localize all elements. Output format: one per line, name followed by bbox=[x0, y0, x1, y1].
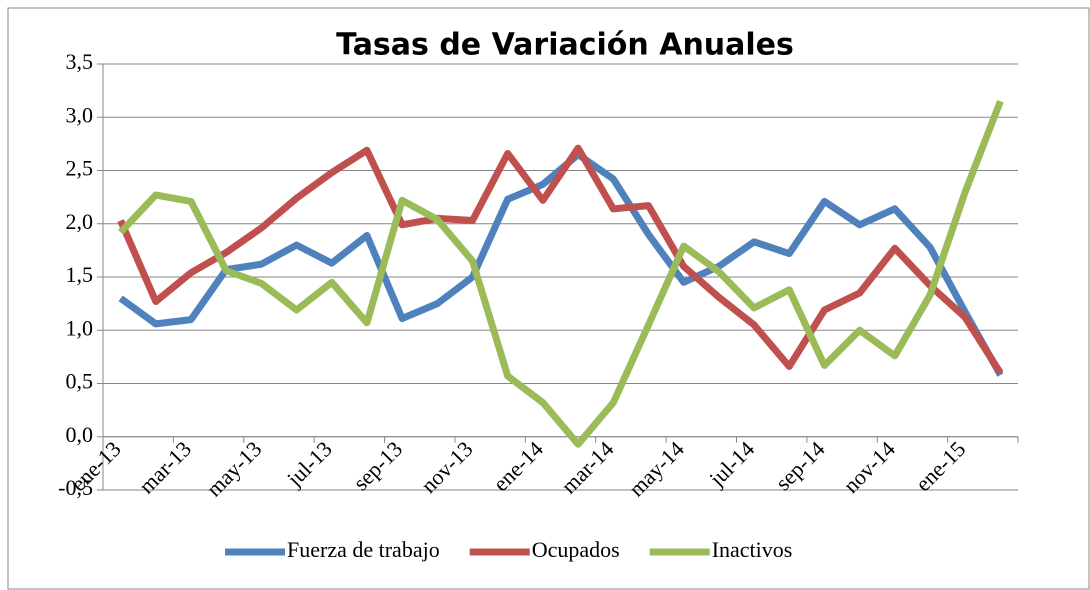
y-tick-label: 2,0 bbox=[66, 209, 94, 234]
x-tick-label: may-13 bbox=[201, 436, 266, 501]
line-series bbox=[117, 144, 1004, 375]
y-tick-label: 1,0 bbox=[66, 315, 94, 340]
y-tick-label: -0,5 bbox=[58, 475, 93, 500]
x-tick-label: nov-13 bbox=[416, 436, 478, 498]
legend-label: Fuerza de trabajo bbox=[287, 537, 440, 562]
y-tick-label: 3,5 bbox=[66, 49, 94, 74]
line-series bbox=[118, 100, 1004, 448]
legend-label: Inactivos bbox=[712, 537, 793, 562]
y-tick-label: 1,5 bbox=[66, 262, 94, 287]
y-tick-label: 0,0 bbox=[66, 422, 94, 447]
x-tick-label: nov-14 bbox=[838, 436, 900, 498]
legend-label: Ocupados bbox=[532, 537, 620, 562]
line-series bbox=[118, 151, 1004, 377]
x-tick-label: mar-14 bbox=[556, 436, 618, 498]
x-tick-label: may-14 bbox=[624, 436, 689, 501]
y-tick-label: 2,5 bbox=[66, 156, 94, 181]
y-tick-label: 0,5 bbox=[66, 369, 94, 394]
x-tick-label: ene-14 bbox=[488, 436, 548, 496]
x-tick-label: sep-14 bbox=[770, 436, 829, 495]
x-tick-label: mar-13 bbox=[134, 436, 196, 498]
x-tick-label: ene-15 bbox=[910, 436, 970, 496]
x-tick-label: jul-13 bbox=[281, 436, 337, 492]
y-tick-label: 3,0 bbox=[66, 102, 94, 127]
chart-frame bbox=[7, 7, 1090, 590]
x-tick-label: jul-14 bbox=[704, 436, 760, 492]
x-tick-label: sep-13 bbox=[348, 436, 407, 495]
chart-title: Tasas de Variación Anuales bbox=[336, 28, 794, 63]
